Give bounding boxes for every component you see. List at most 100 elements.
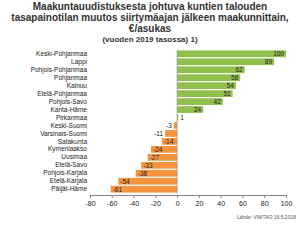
- category-label: Pohjois-Karjala: [43, 169, 87, 177]
- category-label: Pohjois-Savo: [49, 98, 88, 106]
- tick: Pirkanmaa: [56, 114, 90, 121]
- data-label: 1: [180, 114, 184, 121]
- bar: [148, 154, 177, 161]
- data-label: 51: [223, 90, 231, 97]
- category-axis: Keski-PohjanmaaLappiPohjois-PohjanmaaPoh…: [31, 50, 90, 193]
- tick: Kanta-Häme: [51, 106, 91, 113]
- subtitle: (vuoden 2019 tasossa) 1): [102, 35, 197, 44]
- bar: [177, 98, 223, 105]
- tick-label: 20: [195, 200, 203, 207]
- data-label: 54: [227, 82, 235, 89]
- data-label: -54: [120, 178, 130, 185]
- tick: Etelä-Pohjanmaa: [37, 90, 90, 98]
- tick-label: 40: [217, 200, 225, 207]
- tick-mark: [112, 195, 113, 198]
- tick-mark: [177, 195, 178, 198]
- bar: [162, 138, 177, 145]
- category-label: Pohjanmaa: [54, 74, 87, 82]
- tick: Keski-Pohjanmaa: [36, 50, 90, 58]
- bar: [177, 106, 203, 113]
- data-label: -11: [154, 130, 163, 137]
- bar: [111, 186, 177, 193]
- tick-mark: [286, 195, 287, 198]
- tick: Pohjois-Savo: [49, 98, 90, 106]
- axis-line: [91, 196, 287, 199]
- data-label: -24: [153, 146, 163, 153]
- tick: Päijät-Häme: [51, 185, 90, 193]
- tick: Satakunta: [58, 137, 90, 144]
- tick-label: -40: [129, 200, 139, 207]
- tick-mark: [242, 195, 243, 198]
- category-label: Lappi: [71, 58, 87, 66]
- data-label: -3: [166, 122, 172, 129]
- tick: -80: [85, 195, 95, 207]
- tick: Uusimaa: [61, 153, 90, 160]
- tick: Kainuu: [67, 82, 90, 89]
- data-label: 62: [235, 66, 243, 73]
- bars: [111, 50, 286, 192]
- tick-mark: [90, 195, 91, 198]
- source: Lähde: VM/TAO 16.5.2018: [237, 214, 296, 220]
- data-label: 24: [194, 106, 202, 113]
- tick: 40: [217, 195, 225, 207]
- tick-label: 0: [176, 200, 180, 207]
- data-label: 42: [214, 98, 222, 105]
- tick: 100: [281, 195, 293, 207]
- category-label: Kymenlaakso: [48, 145, 87, 153]
- bar: [141, 162, 177, 169]
- category-label: Etelä-Pohjanmaa: [37, 90, 87, 98]
- tick-mark: [221, 195, 222, 198]
- tick: 80: [261, 195, 269, 207]
- tick-label: 80: [261, 200, 269, 207]
- tick-mark: [264, 195, 265, 198]
- data-label: -33: [143, 162, 153, 169]
- x-axis: -80 -60 -40 -20 0 20 40 60 80 100: [85, 195, 292, 207]
- tick-label: -60: [107, 200, 117, 207]
- data-labels: 100896258545142241-3-11-14-24-27-33-38-5…: [113, 50, 285, 192]
- bar: [177, 74, 240, 81]
- tick: 60: [239, 195, 247, 207]
- tick-label: 60: [239, 200, 247, 207]
- tick: Pohjois-Karjala: [43, 169, 90, 177]
- tick-mark: [199, 195, 200, 198]
- tick: -60: [107, 195, 117, 207]
- data-label: 58: [231, 74, 239, 81]
- category-label: Satakunta: [58, 137, 88, 144]
- tick: 0: [176, 195, 180, 207]
- category-label: Kanta-Häme: [51, 106, 88, 113]
- bar: [165, 130, 177, 137]
- tick: -40: [129, 195, 139, 207]
- tick-label: -80: [85, 200, 95, 207]
- zero-line: [177, 50, 178, 193]
- tick: Pohjois-Pohjanmaa: [31, 66, 90, 74]
- category-label: Päijät-Häme: [51, 185, 87, 193]
- bar: [136, 170, 177, 177]
- category-label: Keski-Pohjanmaa: [36, 50, 87, 58]
- tick: Etelä-Savo: [55, 161, 90, 168]
- tick: Pohjanmaa: [54, 74, 90, 82]
- title: Maakuntauudistuksesta johtuva kuntien ta…: [11, 1, 289, 34]
- bar: [177, 82, 236, 89]
- bar: [177, 66, 245, 73]
- category-label: Pirkanmaa: [56, 114, 87, 121]
- bar: [151, 146, 177, 153]
- category-label: Keski-Suomi: [51, 122, 87, 129]
- bar: [177, 58, 274, 65]
- data-label: -14: [164, 138, 174, 145]
- bar: [118, 178, 177, 185]
- tick: Kymenlaakso: [48, 145, 90, 153]
- data-label: -27: [150, 154, 160, 161]
- data-label: 89: [265, 58, 273, 65]
- category-label: Kainuu: [67, 82, 88, 89]
- tick-label: -20: [151, 200, 161, 207]
- data-label: -38: [138, 170, 148, 177]
- tick: Etelä-Karjala: [50, 177, 90, 185]
- data-label: -61: [113, 186, 123, 193]
- bar: [177, 90, 233, 97]
- tick-mark: [134, 195, 135, 198]
- category-label: Varsinais-Suomi: [40, 130, 87, 137]
- tick: 20: [195, 195, 203, 207]
- category-label: Etelä-Karjala: [50, 177, 88, 185]
- bar: [174, 122, 177, 129]
- chart: Maakuntauudistuksesta johtuva kuntien ta…: [0, 0, 300, 225]
